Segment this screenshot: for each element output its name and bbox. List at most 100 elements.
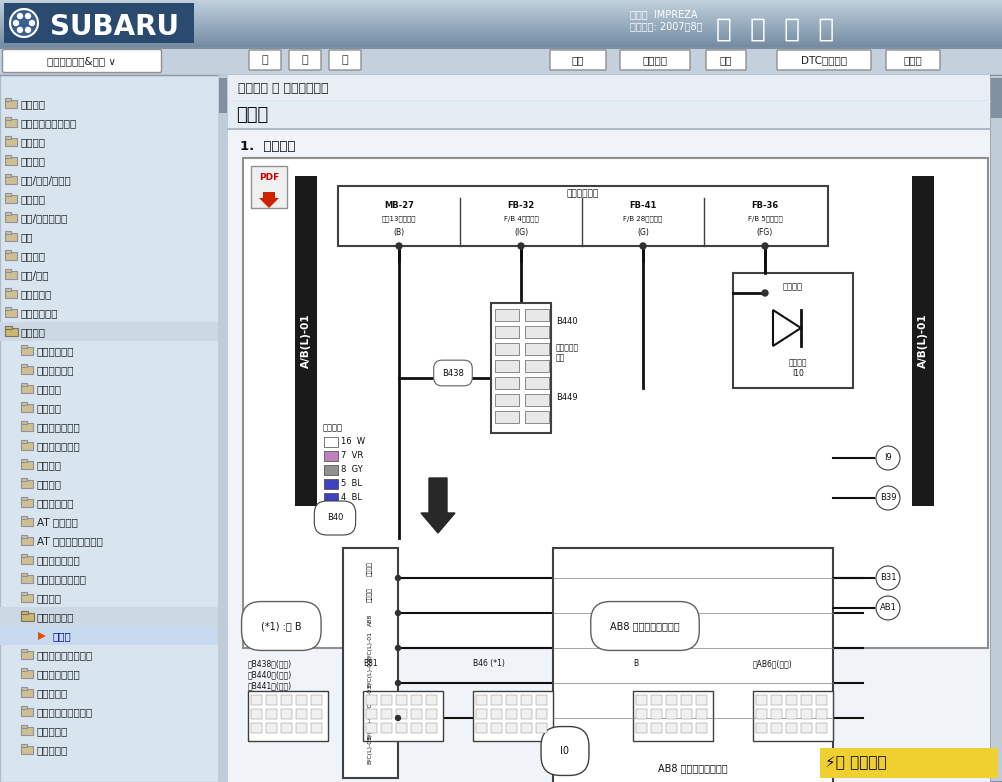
Bar — [0, 30, 1002, 31]
Text: 布線圖: 布線圖 — [903, 55, 922, 65]
Text: ⚡生 決修幫手: ⚡生 決修幫手 — [825, 755, 886, 770]
Polygon shape — [21, 366, 33, 374]
Bar — [771, 723, 782, 733]
Bar — [21, 725, 27, 728]
Bar — [552, 548, 833, 782]
Bar — [411, 695, 422, 705]
Bar — [5, 193, 11, 196]
Bar — [242, 158, 987, 648]
Bar — [0, 43, 1002, 44]
Bar — [0, 24, 1002, 25]
Text: 1.  左駕車型: 1. 左駕車型 — [239, 141, 296, 153]
Polygon shape — [21, 423, 33, 431]
Text: A/B(L)-01: A/B(L)-01 — [301, 314, 311, 368]
Text: AT 控制系統: AT 控制系統 — [37, 517, 78, 527]
Bar — [0, 1, 1002, 2]
Text: MB-27: MB-27 — [384, 202, 414, 210]
Bar — [535, 695, 546, 705]
Text: AB1: AB1 — [879, 604, 896, 612]
Text: AT 換檔鎖止控制系統: AT 換檔鎖止控制系統 — [37, 536, 103, 546]
Bar — [495, 411, 518, 423]
Polygon shape — [5, 195, 17, 203]
Bar — [0, 31, 1002, 32]
Text: 接頭: 接頭 — [555, 353, 565, 363]
Bar — [491, 303, 550, 433]
Bar — [0, 46, 1002, 47]
Text: PDF: PDF — [259, 174, 279, 182]
FancyBboxPatch shape — [619, 50, 689, 70]
Bar — [311, 723, 322, 733]
Polygon shape — [21, 442, 33, 450]
Bar — [495, 394, 518, 406]
Bar — [0, 20, 1002, 21]
Bar — [535, 723, 546, 733]
Bar — [21, 687, 27, 690]
Circle shape — [25, 27, 30, 32]
Polygon shape — [21, 689, 33, 697]
Bar — [21, 535, 27, 538]
Bar — [476, 709, 487, 719]
Bar — [911, 176, 933, 506]
Bar — [0, 75, 227, 782]
Text: 「B440」(橙色): 「B440」(橙色) — [247, 670, 292, 679]
Text: 車身結構: 車身結構 — [21, 194, 46, 204]
Polygon shape — [21, 385, 33, 393]
Bar — [786, 709, 797, 719]
Bar — [0, 607, 217, 626]
Text: 「B441」(油色): 「B441」(油色) — [247, 681, 292, 690]
Bar — [281, 695, 292, 705]
Bar — [5, 250, 11, 253]
Text: 控制模塊: 控制模塊 — [367, 586, 373, 601]
Bar — [266, 695, 277, 705]
Text: 散熱器風扇系統: 散熱器風扇系統 — [37, 441, 81, 451]
Text: FB-36: FB-36 — [750, 202, 778, 210]
Bar — [0, 14, 1002, 15]
Bar — [0, 40, 1002, 41]
Text: 充電系統: 充電系統 — [37, 460, 62, 470]
Bar — [0, 15, 1002, 16]
Polygon shape — [5, 138, 17, 146]
Text: 左車電源電路: 左車電源電路 — [566, 189, 598, 199]
Bar — [771, 695, 782, 705]
Text: B: B — [632, 659, 637, 668]
Text: 接地電路: 接地電路 — [37, 403, 62, 413]
Circle shape — [29, 20, 34, 26]
Bar — [21, 516, 27, 519]
Text: 座椅加熱器系統: 座椅加熱器系統 — [37, 669, 81, 679]
Bar — [0, 11, 1002, 12]
Bar — [281, 723, 292, 733]
Bar — [296, 723, 307, 733]
Bar — [0, 42, 1002, 43]
Bar — [0, 322, 217, 341]
Bar — [21, 554, 27, 557]
Bar — [396, 709, 407, 719]
Bar — [632, 691, 712, 741]
Bar — [338, 186, 828, 246]
Bar — [695, 723, 706, 733]
Bar — [505, 723, 516, 733]
Circle shape — [639, 243, 645, 249]
Bar — [295, 176, 317, 506]
Bar — [756, 709, 767, 719]
Text: 按鈕起動系統: 按鈕起動系統 — [37, 498, 74, 508]
Text: B440: B440 — [555, 317, 577, 325]
Bar — [816, 695, 827, 705]
FancyBboxPatch shape — [289, 50, 321, 70]
Text: 車型：  IMPREZA: 車型： IMPREZA — [629, 9, 696, 19]
Text: DTC編碼檢索: DTC編碼檢索 — [801, 55, 846, 65]
Bar — [0, 34, 1002, 35]
Bar — [495, 360, 518, 372]
Text: 儀表/駕駛員信息: 儀表/駕駛員信息 — [21, 213, 68, 223]
Text: 5  BL: 5 BL — [341, 479, 362, 489]
Bar — [281, 709, 292, 719]
Bar — [495, 343, 518, 355]
Text: I0: I0 — [560, 746, 569, 756]
Bar — [5, 307, 11, 310]
Text: 維  修  手  冊: 維 修 手 冊 — [715, 17, 834, 43]
Bar — [524, 309, 548, 321]
Text: 數据接口: 數据接口 — [323, 424, 343, 432]
Circle shape — [25, 13, 30, 19]
Text: FB-32: FB-32 — [507, 202, 534, 210]
Polygon shape — [21, 518, 33, 526]
FancyBboxPatch shape — [329, 50, 361, 70]
